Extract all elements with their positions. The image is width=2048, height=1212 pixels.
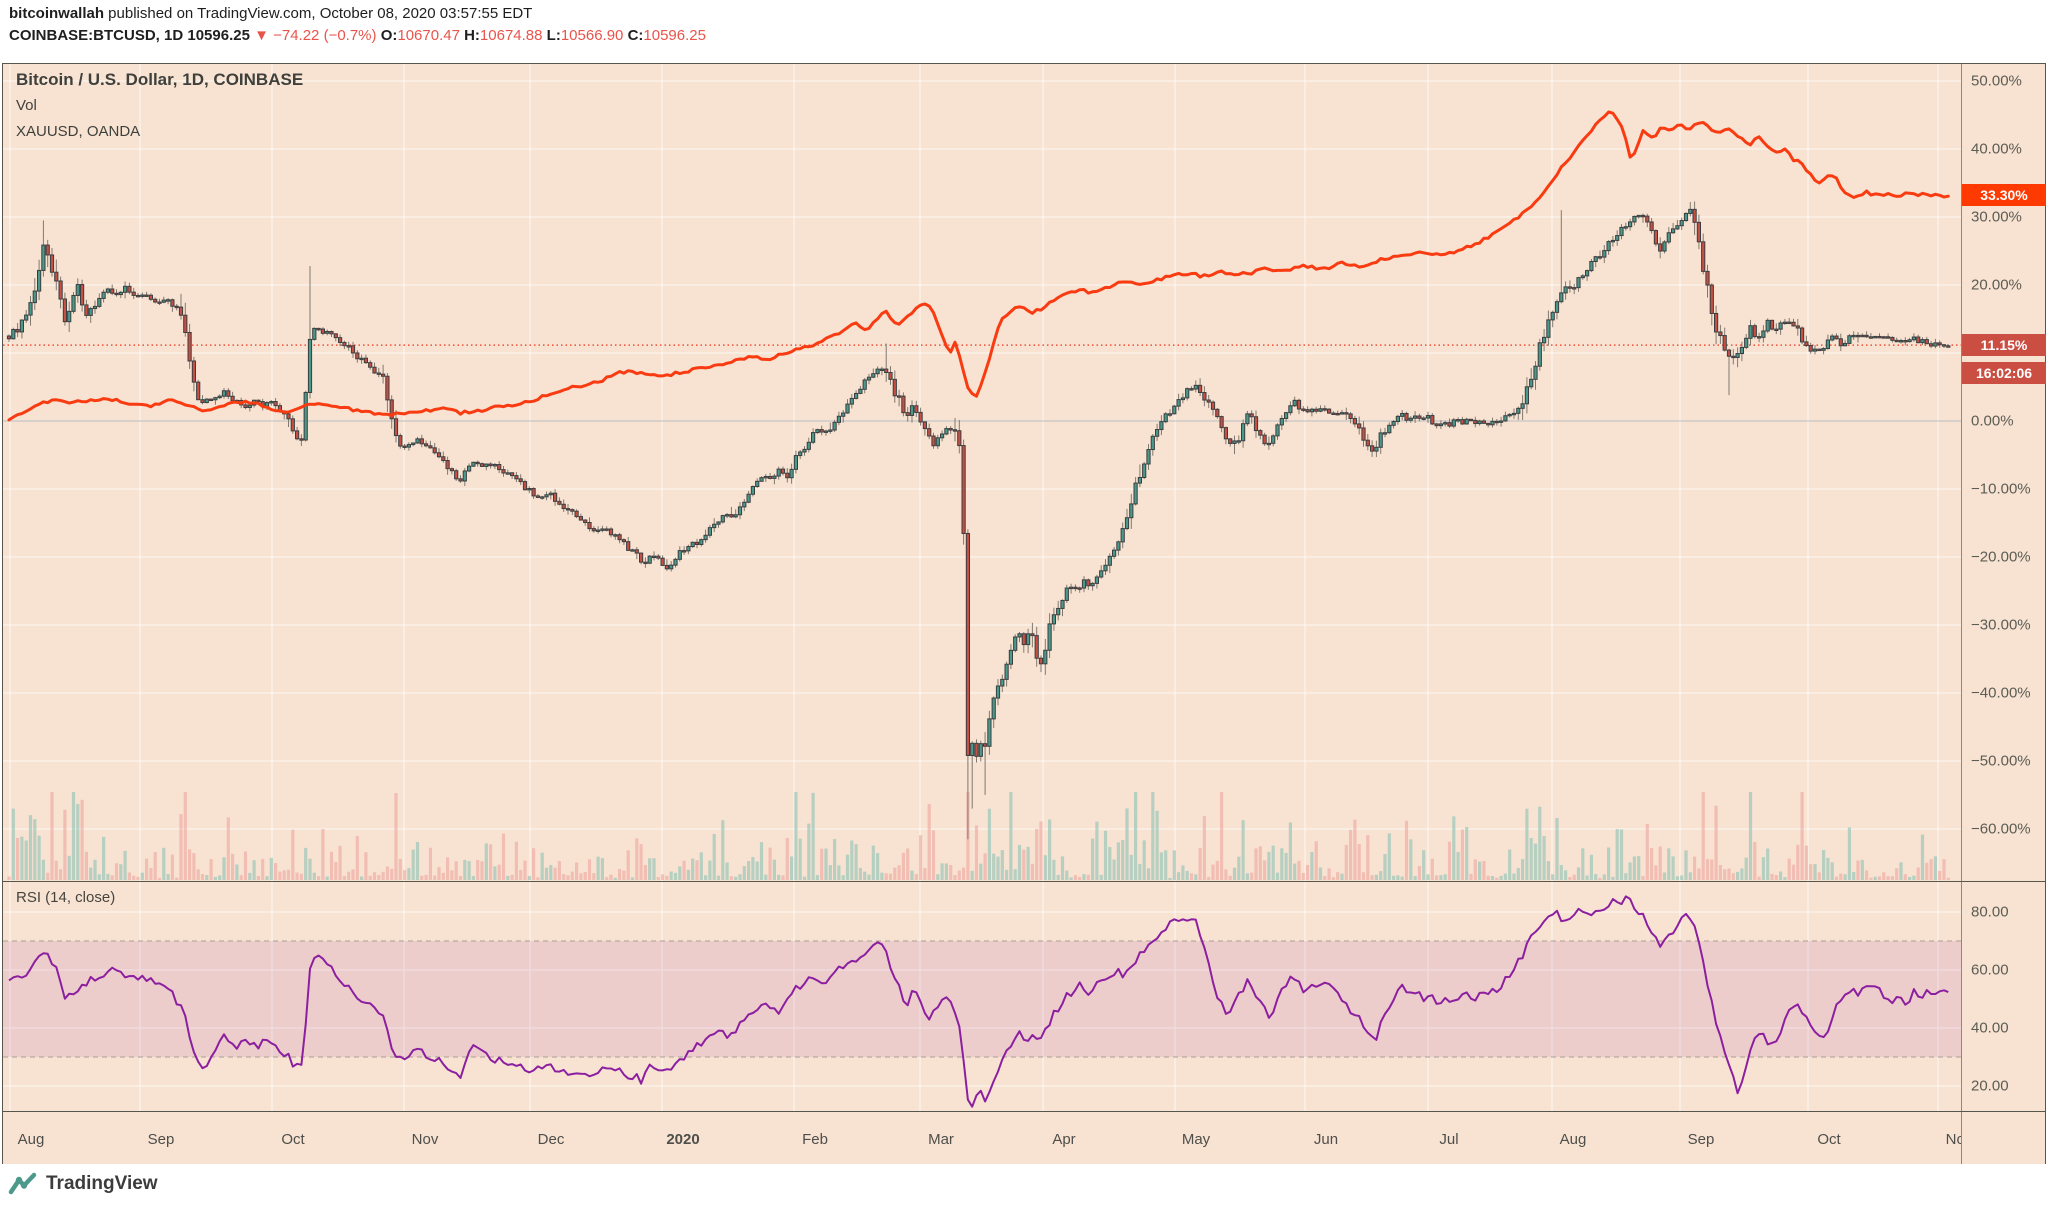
legend-overlay-label: XAUUSD, OANDA (16, 123, 141, 140)
price-axis-label: −60.00% (1971, 820, 2031, 838)
legend-volume-label: Vol (16, 97, 37, 114)
price-axis-label: 40.00 (1971, 1019, 2009, 1037)
ohlc-label: COINBASE:BTCUSD, 1D (9, 27, 184, 44)
time-axis-label: Dec (538, 1131, 565, 1148)
price-axis-label: 20.00 (1971, 1077, 2009, 1095)
price-axis[interactable]: 50.00% 40.00% 30.00% 20.00% 0.00% −10.00% −20.… (1961, 64, 2046, 1164)
price-axis-label: 0.00% (1971, 412, 2014, 430)
time-axis-label: Oct (1817, 1131, 1841, 1148)
time-axis-label: Sep (1688, 1131, 1715, 1148)
ohlc-value: 10670.47 (397, 27, 465, 44)
price-axis-label: 30.00% (1971, 208, 2022, 226)
time-axis-label: Oct (281, 1131, 305, 1148)
author-name: bitcoinwallah (9, 5, 105, 22)
time-axis-label: Sep (148, 1131, 175, 1148)
symbol-ohlc-line: COINBASE:BTCUSD, 1D 10596.25 ▼ −74.22 (−… (9, 27, 706, 44)
chart-widget[interactable]: Aug Sep Oct Nov Dec 2020 Feb Mar Apr May Jun Jul Aug… (2, 63, 2046, 1165)
ohlc-value: 10596.25 (643, 27, 706, 44)
legend: Bitcoin / U.S. Dollar, 1D, COINBASE Vol … (16, 70, 303, 140)
tradingview-logo-icon[interactable] (8, 1172, 40, 1203)
logo-dot (15, 1176, 23, 1184)
rsi-panel-title: RSI (14, close) (16, 889, 116, 906)
ohlc-label: L: (546, 27, 561, 44)
price-axis-label: 80.00 (1971, 903, 2009, 921)
chart-canvas[interactable]: Aug Sep Oct Nov Dec 2020 Feb Mar Apr May Jun Jul Aug… (3, 64, 1961, 1162)
xauusd-line-series (7, 110, 1950, 422)
time-axis-label: Aug (1560, 1131, 1587, 1148)
time-axis-label: Apr (1052, 1131, 1075, 1148)
ohlc-label: H: (464, 27, 480, 44)
time-axis-label: Jul (1439, 1131, 1458, 1148)
candle-wicks (8, 201, 1949, 840)
ohlc-value: 10674.88 (479, 27, 547, 44)
price-axis-label: 40.00% (1971, 140, 2022, 158)
price-axis-label: −40.00% (1971, 684, 2031, 702)
xau-price-badge: 33.30% (1962, 183, 2046, 206)
gridlines (3, 64, 1961, 1111)
time-axis-label: Feb (802, 1131, 828, 1148)
time-axis-label: Mar (928, 1131, 954, 1148)
price-axis-label: 50.00% (1971, 72, 2022, 90)
price-axis-label: 20.00% (1971, 276, 2022, 294)
time-axis-label: 2020 (666, 1131, 699, 1148)
rsi-band (3, 941, 1961, 1057)
footer: TradingView (0, 1164, 2048, 1212)
rsi-line-series (8, 895, 1949, 1108)
time-axis-label: Nov (1946, 1131, 1961, 1148)
countdown-badge: 16:02:06 (1962, 362, 2046, 385)
ohlc-label: O: (380, 27, 398, 44)
price-axis-label: 60.00 (1971, 961, 2009, 979)
ohlc-label: C: (627, 27, 644, 44)
price-axis-label: −50.00% (1971, 752, 2031, 770)
price-axis-label: −20.00% (1971, 548, 2031, 566)
ohlc-value: 10566.90 (560, 27, 628, 44)
logo-line (8, 1172, 37, 1195)
price-axis-label: −10.00% (1971, 480, 2031, 498)
btc-price-badge: 11.15% (1962, 334, 2046, 357)
pane-divider-main-rsi[interactable] (3, 881, 2045, 882)
time-axis-label: Nov (412, 1131, 439, 1148)
time-axis-label: Jun (1314, 1131, 1338, 1148)
time-axis[interactable]: Aug Sep Oct Nov Dec 2020 Feb Mar Apr May Jun Jul Aug… (18, 1131, 1961, 1148)
logo-dot (20, 1182, 28, 1189)
byline-text: published on TradingView.com, October 08… (104, 5, 533, 22)
published-byline: bitcoinwallah published on TradingView.c… (9, 5, 532, 22)
legend-symbol-title: Bitcoin / U.S. Dollar, 1D, COINBASE (16, 70, 304, 89)
ohlc-value: ▼ −74.22 (−0.7%) (254, 27, 381, 44)
candlestick-series (6, 208, 1951, 757)
tradingview-wordmark[interactable]: TradingView (46, 1173, 158, 1194)
time-axis-label: Aug (18, 1131, 45, 1148)
pane-divider-rsi-timeaxis (3, 1111, 2045, 1112)
price-axis-label: −30.00% (1971, 616, 2031, 634)
ohlc-label: 10596.25 (183, 27, 255, 44)
volume-series (7, 792, 1950, 880)
time-axis-label: May (1182, 1131, 1211, 1148)
